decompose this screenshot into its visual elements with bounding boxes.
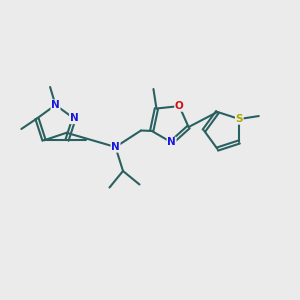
Text: S: S (236, 114, 243, 124)
Text: N: N (167, 137, 176, 147)
Text: N: N (51, 100, 60, 110)
Text: O: O (175, 101, 184, 111)
Text: N: N (111, 142, 120, 152)
Text: N: N (70, 113, 78, 124)
